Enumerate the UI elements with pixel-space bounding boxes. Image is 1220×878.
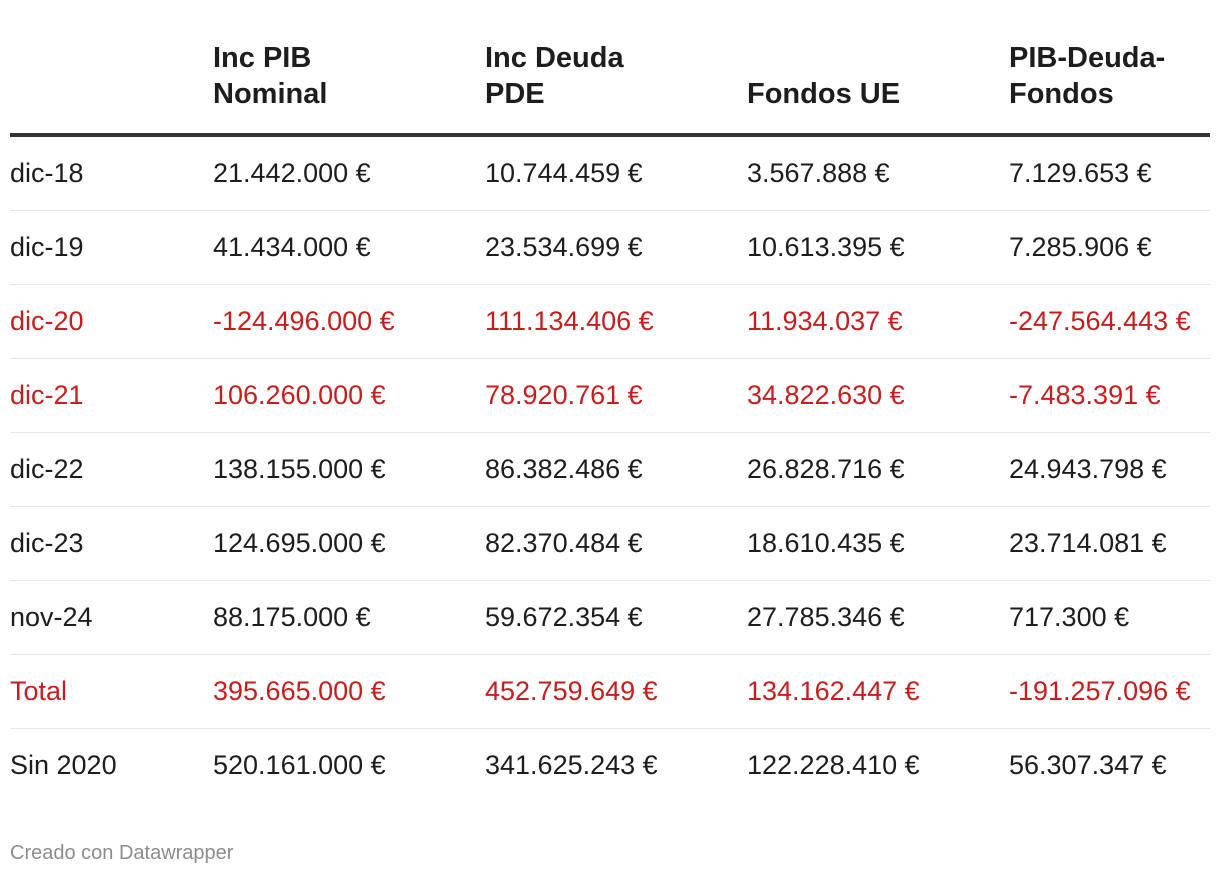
cell-pib-deuda-fondos: -247.564.443 € xyxy=(1009,284,1210,359)
cell-inc-pib-nominal: 138.155.000 € xyxy=(213,432,485,507)
cell-inc-pib-nominal: 41.434.000 € xyxy=(213,210,485,285)
cell-fondos-ue: 18.610.435 € xyxy=(747,506,1009,581)
cell-pib-deuda-fondos: 23.714.081 € xyxy=(1009,506,1210,581)
cell-pib-deuda-fondos: -7.483.391 € xyxy=(1009,358,1210,433)
footer-credit: Creado con Datawrapper xyxy=(10,842,234,864)
table-row: dic-20 -124.496.000 €111.134.406 €11.934.… xyxy=(10,284,1210,359)
cell-period: dic-19 xyxy=(10,210,213,285)
cell-pib-deuda-fondos: 717.300 € xyxy=(1009,580,1210,655)
cell-period: dic-22 xyxy=(10,432,213,507)
cell-inc-deuda-pde: 111.134.406 € xyxy=(485,284,747,359)
cell-inc-deuda-pde: 10.744.459 € xyxy=(485,135,747,211)
table-row: Total 395.665.000 €452.759.649 €134.162.4… xyxy=(10,654,1210,729)
cell-inc-pib-nominal: 106.260.000 € xyxy=(213,358,485,433)
table-body: dic-18 21.442.000 €10.744.459 €3.567.888 … xyxy=(10,135,1210,802)
table-row: dic-18 21.442.000 €10.744.459 €3.567.888 … xyxy=(10,135,1210,211)
cell-fondos-ue: 26.828.716 € xyxy=(747,432,1009,507)
cell-fondos-ue: 10.613.395 € xyxy=(747,210,1009,285)
table-row: dic-23 124.695.000 €82.370.484 €18.610.43… xyxy=(10,506,1210,581)
cell-inc-deuda-pde: 23.534.699 € xyxy=(485,210,747,285)
cell-inc-deuda-pde: 78.920.761 € xyxy=(485,358,747,433)
cell-inc-pib-nominal: 88.175.000 € xyxy=(213,580,485,655)
cell-inc-deuda-pde: 341.625.243 € xyxy=(485,750,658,780)
cell-inc-deuda-pde: 452.759.649 € xyxy=(485,654,747,729)
cell-inc-deuda-pde: 82.370.484 € xyxy=(485,506,747,581)
cell-period: dic-21 xyxy=(10,358,213,433)
table-row: dic-19 41.434.000 €23.534.699 €10.613.395… xyxy=(10,210,1210,285)
cell-pib-deuda-fondos: 24.943.798 € xyxy=(1009,432,1210,507)
cell-period: dic-20 xyxy=(10,284,213,359)
header-period xyxy=(10,40,213,137)
cell-inc-pib-nominal: 124.695.000 € xyxy=(213,506,485,581)
cell-period: nov-24 xyxy=(10,580,213,655)
cell-period: dic-18 xyxy=(10,135,213,211)
cell-inc-deuda-pde: 86.382.486 € xyxy=(485,432,747,507)
cell-fondos-ue: 27.785.346 € xyxy=(747,580,1009,655)
cell-fondos-ue: 11.934.037 € xyxy=(747,284,1009,359)
data-table-container: Inc PIB Nominal Inc Deuda PDE Fondos UE PI… xyxy=(10,40,1210,802)
cell-inc-pib-nominal: -124.496.000 € xyxy=(213,284,485,359)
cell-inc-pib-nominal: 395.665.000 € xyxy=(213,654,485,729)
table-row: dic-21 106.260.000 €78.920.761 €34.822.63… xyxy=(10,358,1210,433)
header-inc-deuda-pde: Inc Deuda PDE xyxy=(485,40,747,137)
cell-period: Sin 2020 xyxy=(10,750,117,780)
cell-fondos-ue: 3.567.888 € xyxy=(747,135,1009,211)
cell-period: Total xyxy=(10,654,213,729)
cell-fondos-ue: 134.162.447 € xyxy=(747,654,1009,729)
cell-fondos-ue: 122.228.410 € xyxy=(747,750,920,780)
cell-pib-deuda-fondos: 56.307.347 € xyxy=(1009,750,1167,780)
table-row: dic-22 138.155.000 €86.382.486 €26.828.71… xyxy=(10,432,1210,507)
table-row: nov-24 88.175.000 €59.672.354 €27.785.346… xyxy=(10,580,1210,655)
cell-pib-deuda-fondos: 7.285.906 € xyxy=(1009,210,1210,285)
header-row: Inc PIB Nominal Inc Deuda PDE Fondos UE PI… xyxy=(10,40,1210,137)
cell-inc-pib-nominal: 520.161.000 € xyxy=(213,750,386,780)
cell-period: dic-23 xyxy=(10,506,213,581)
cell-inc-pib-nominal: 21.442.000 € xyxy=(213,135,485,211)
table-row: Sin 2020 520.161.000 € 341.625.243 € 122.22… xyxy=(10,729,1210,803)
table-header: Inc PIB Nominal Inc Deuda PDE Fondos UE PI… xyxy=(10,40,1210,137)
cell-inc-deuda-pde: 59.672.354 € xyxy=(485,580,747,655)
header-inc-pib-nominal: Inc PIB Nominal xyxy=(213,40,485,137)
data-table: Inc PIB Nominal Inc Deuda PDE Fondos UE PI… xyxy=(10,40,1210,802)
header-pib-deuda-fondos: PIB-Deuda- Fondos xyxy=(1009,40,1210,137)
cell-pib-deuda-fondos: -191.257.096 € xyxy=(1009,654,1210,729)
cell-fondos-ue: 34.822.630 € xyxy=(747,358,1009,433)
cell-pib-deuda-fondos: 7.129.653 € xyxy=(1009,135,1210,211)
header-fondos-ue: Fondos UE xyxy=(747,40,1009,137)
